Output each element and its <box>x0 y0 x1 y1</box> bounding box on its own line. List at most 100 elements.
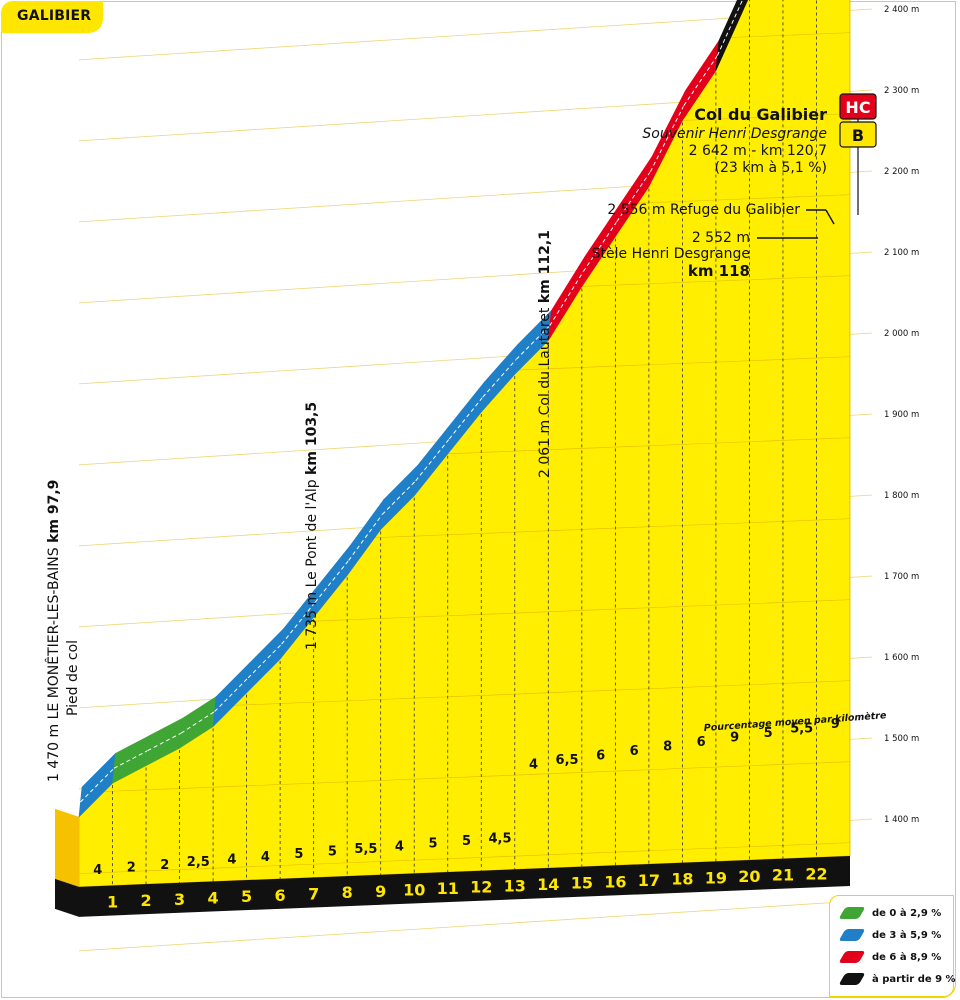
gradient-label: 5 <box>428 837 437 852</box>
gradient-label: 5,5 <box>354 842 377 857</box>
road-centerline <box>683 55 718 106</box>
road-centerline <box>415 438 450 482</box>
gradient-label: 6,5 <box>556 753 579 768</box>
y-tick-label: 2 300 m <box>884 86 919 96</box>
y-tick-label: 1 400 m <box>884 815 919 825</box>
legend-item-black: à partir de 9 % <box>838 970 956 988</box>
gradient-label: 4 <box>529 758 538 773</box>
summit-name: Col du Galibier <box>694 105 827 124</box>
road-centerline <box>582 221 618 272</box>
road-centerline <box>381 480 417 515</box>
km-label: 21 <box>772 866 794 885</box>
km-label: 12 <box>470 878 492 897</box>
legend-swatch-black <box>838 973 866 985</box>
km-label: 18 <box>671 870 693 889</box>
road-centerline <box>113 750 148 769</box>
face-grid-line <box>79 924 850 955</box>
y-tick-label: 1 900 m <box>884 410 919 420</box>
legend-label-red: de 6 à 8,9 % <box>872 951 942 963</box>
bonus-badge <box>839 121 877 148</box>
km-label: 19 <box>705 868 727 887</box>
road-centerline <box>281 601 316 645</box>
road-centerline <box>515 325 551 360</box>
gradient-label: 2,5 <box>187 855 210 870</box>
grid-line <box>78 899 873 952</box>
gradient-label: 5,5 <box>790 721 813 736</box>
gradient-label: 4,5 <box>489 831 512 846</box>
gradient-label: 4 <box>227 853 236 868</box>
gradient-label: 5 <box>294 847 303 862</box>
km-label: 14 <box>537 875 559 894</box>
y-tick-label: 1 500 m <box>884 734 919 744</box>
road-centerline <box>214 677 249 712</box>
waypoint-stele-name: Stèle Henri Desgrange <box>592 246 750 262</box>
y-tick-label: 2 200 m <box>884 167 919 177</box>
gradient-label: 4 <box>93 863 102 878</box>
legend-item-red: de 6 à 8,9 % <box>838 948 942 966</box>
km-label: 7 <box>308 884 319 903</box>
km-label: 4 <box>208 888 219 907</box>
km-label: 1 <box>107 892 118 911</box>
km-label: 6 <box>275 886 286 905</box>
legend-swatch-green <box>838 907 866 919</box>
road-centerline <box>549 271 584 326</box>
waypoint-lautaret: 2 061 m Col du Lautaret km 112,1 <box>537 230 553 478</box>
gradient-segment <box>715 0 749 71</box>
face-grid-line <box>79 761 850 793</box>
road-centerline <box>616 171 651 222</box>
km-label: 13 <box>504 876 526 895</box>
face-grid-line <box>79 842 850 874</box>
gradient-label: 6 <box>697 735 706 750</box>
climb-tab: GALIBIER <box>1 1 103 33</box>
waypoint-monetier-note: Pied de col <box>65 640 81 716</box>
annotations: 1 470 m LE MONÊTIER-LES-BAINS km 97,9Pie… <box>44 93 887 782</box>
km-label: 15 <box>571 874 593 893</box>
bonus-badge-label: B <box>852 126 864 145</box>
km-label: 17 <box>638 871 660 890</box>
gradient-label: 6 <box>630 744 639 759</box>
profile-body: 1 2 3 4 5 6 7 8 9 10 11 12 13 14 15 16 17 18 19 20 21 224 2 2 2,… <box>55 0 851 955</box>
road-centerline <box>314 560 350 603</box>
road-centerline <box>348 514 383 561</box>
km-label: 16 <box>604 872 626 891</box>
gradient-label: 9 <box>831 717 840 732</box>
road-centerline <box>80 767 115 803</box>
gradient-label: 9 <box>730 730 739 745</box>
km-label: 2 <box>140 891 151 910</box>
km-label: 3 <box>174 890 185 909</box>
gradient-label: 5 <box>764 726 773 741</box>
road-centerline <box>649 105 685 172</box>
legend-label-blue: de 3 à 5,9 % <box>872 929 942 941</box>
road-centerline <box>448 396 484 440</box>
gradient-label: 6 <box>596 749 605 764</box>
y-tick-label: 1 600 m <box>884 653 919 663</box>
gradient-label: 8 <box>663 739 672 754</box>
legend-label-black: à partir de 9 % <box>872 973 956 985</box>
gradient-label: 4 <box>395 839 404 854</box>
waypoint-pont-alp: 1 735 m Le Pont de l'Alp km 103,5 <box>304 402 320 650</box>
climb-tab-label: GALIBIER <box>17 8 92 24</box>
y-tick-label: 2 400 m <box>884 5 919 15</box>
km-label: 11 <box>437 879 459 898</box>
legend-item-blue: de 3 à 5,9 % <box>838 926 942 944</box>
gradient-label: 5 <box>328 845 337 860</box>
category-badge <box>839 93 877 120</box>
y-tick-label: 2 000 m <box>884 329 919 339</box>
km-label: 5 <box>241 887 252 906</box>
summit-detail: 2 642 m - km 120,7 <box>689 143 827 159</box>
gradient-label: 2 <box>160 858 169 873</box>
y-tick-label: 1 700 m <box>884 572 919 582</box>
y-tick-label: 2 100 m <box>884 248 919 258</box>
waypoint-refuge: 2 556 m Refuge du Galibier <box>607 202 800 218</box>
road-centerline <box>482 358 517 398</box>
summit-subtitle: Souvenir Henri Desgrange <box>642 126 827 142</box>
road-centerline <box>147 732 182 752</box>
km-strip-cap <box>55 878 79 917</box>
legend-label-green: de 0 à 2,9 % <box>872 907 942 919</box>
waypoint-stele-km: km 118 <box>688 262 750 280</box>
km-label: 8 <box>342 883 353 902</box>
legend-swatch-red <box>838 951 866 963</box>
waypoint-monetier: 1 470 m LE MONÊTIER-LES-BAINS km 97,9 <box>44 480 62 782</box>
